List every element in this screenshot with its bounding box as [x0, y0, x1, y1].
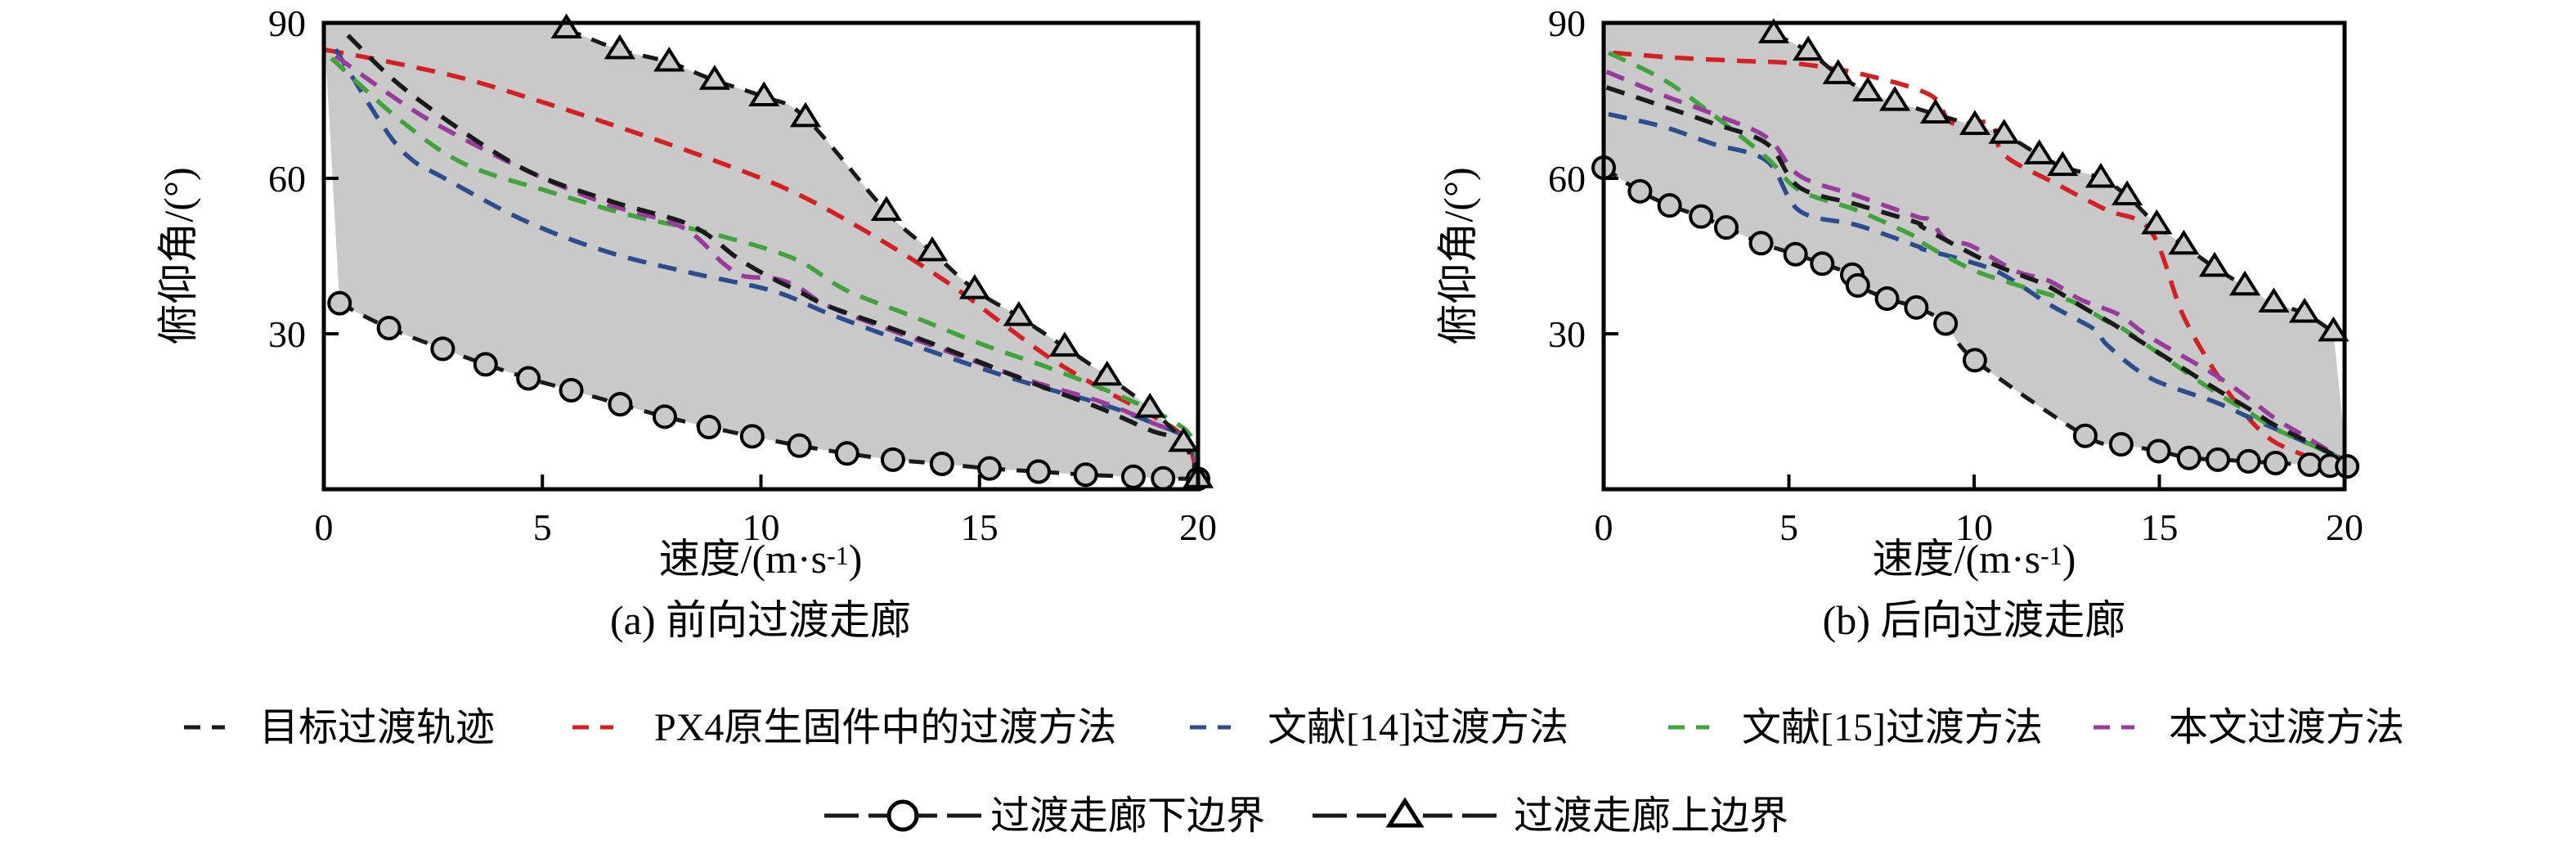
svg-text:5: 5: [1779, 506, 1798, 548]
svg-text:文献[14]过渡方法: 文献[14]过渡方法: [1268, 706, 1568, 749]
svg-text:90: 90: [268, 2, 306, 44]
svg-text:目标过渡轨迹: 目标过渡轨迹: [259, 706, 495, 749]
svg-text:文献[15]过渡方法: 文献[15]过渡方法: [1742, 706, 2043, 749]
svg-text:90: 90: [1548, 2, 1586, 44]
svg-text:俯仰角/(°): 俯仰角/(°): [155, 167, 201, 344]
svg-text:(a) 前向过渡走廊: (a) 前向过渡走廊: [610, 597, 911, 643]
svg-text:过渡走廊上边界: 过渡走廊上边界: [1514, 794, 1788, 837]
svg-text:15: 15: [2141, 506, 2179, 548]
svg-text:30: 30: [1548, 313, 1586, 355]
svg-text:过渡走廊下边界: 过渡走廊下边界: [990, 794, 1265, 837]
svg-text:0: 0: [1595, 506, 1613, 548]
svg-text:0: 0: [315, 506, 334, 548]
svg-text:20: 20: [1179, 506, 1217, 548]
svg-text:60: 60: [268, 158, 306, 200]
svg-text:15: 15: [961, 506, 999, 548]
svg-text:20: 20: [2326, 506, 2363, 548]
svg-text:30: 30: [268, 313, 306, 355]
svg-text:俯仰角/(°): 俯仰角/(°): [1435, 167, 1481, 344]
svg-text:本文过渡方法: 本文过渡方法: [2169, 706, 2404, 749]
svg-text:(b) 后向过渡走廊: (b) 后向过渡走廊: [1823, 597, 2126, 643]
svg-text:60: 60: [1548, 158, 1586, 200]
svg-text:PX4原生固件中的过渡方法: PX4原生固件中的过渡方法: [654, 706, 1116, 749]
svg-text:5: 5: [533, 506, 552, 548]
